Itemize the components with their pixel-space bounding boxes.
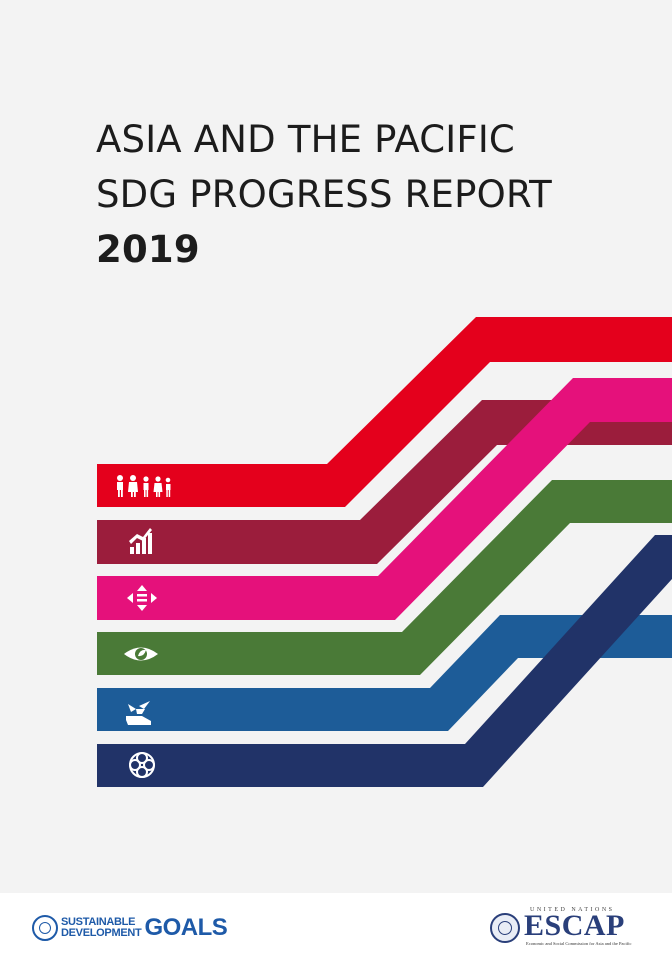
band-green bbox=[97, 480, 672, 675]
title-line-1: ASIA AND THE PACIFIC bbox=[96, 118, 515, 161]
un-emblem-icon bbox=[490, 913, 520, 943]
title-line-2: SDG PROGRESS REPORT bbox=[96, 173, 552, 216]
band-blue bbox=[97, 615, 672, 731]
sdg-bands-graphic bbox=[97, 317, 672, 787]
sdg-logo: SUSTAINABLE DEVELOPMENT GOALS bbox=[32, 913, 228, 943]
sdg-goals-text: GOALS bbox=[144, 914, 228, 941]
growth-chart-icon bbox=[129, 528, 152, 554]
escap-subtitle: Economic and Social Commission for Asia … bbox=[526, 941, 632, 946]
sdg-wordmark: SUSTAINABLE DEVELOPMENT bbox=[61, 916, 142, 939]
equality-arrows-icon bbox=[127, 585, 157, 611]
people-icon bbox=[117, 475, 171, 497]
partnership-flower-icon bbox=[129, 752, 155, 778]
report-year: 2019 bbox=[96, 228, 200, 271]
bird-hand-icon bbox=[126, 701, 151, 725]
band-magenta bbox=[97, 378, 672, 620]
sdg-line-1: SUSTAINABLE bbox=[61, 916, 136, 928]
eye-leaf-icon bbox=[124, 647, 158, 661]
un-emblem-icon bbox=[32, 915, 58, 941]
escap-name: ESCAP bbox=[524, 909, 625, 942]
report-title: ASIA AND THE PACIFIC SDG PROGRESS REPORT… bbox=[96, 112, 552, 277]
sdg-line-2: DEVELOPMENT bbox=[61, 927, 142, 939]
escap-logo: UNITED NATIONS ESCAP Economic and Social… bbox=[488, 905, 640, 949]
band-red bbox=[97, 317, 672, 507]
band-navy bbox=[97, 535, 672, 787]
footer-logos: SUSTAINABLE DEVELOPMENT GOALS UNITED NAT… bbox=[0, 893, 672, 960]
escap-united-nations: UNITED NATIONS bbox=[530, 907, 615, 913]
